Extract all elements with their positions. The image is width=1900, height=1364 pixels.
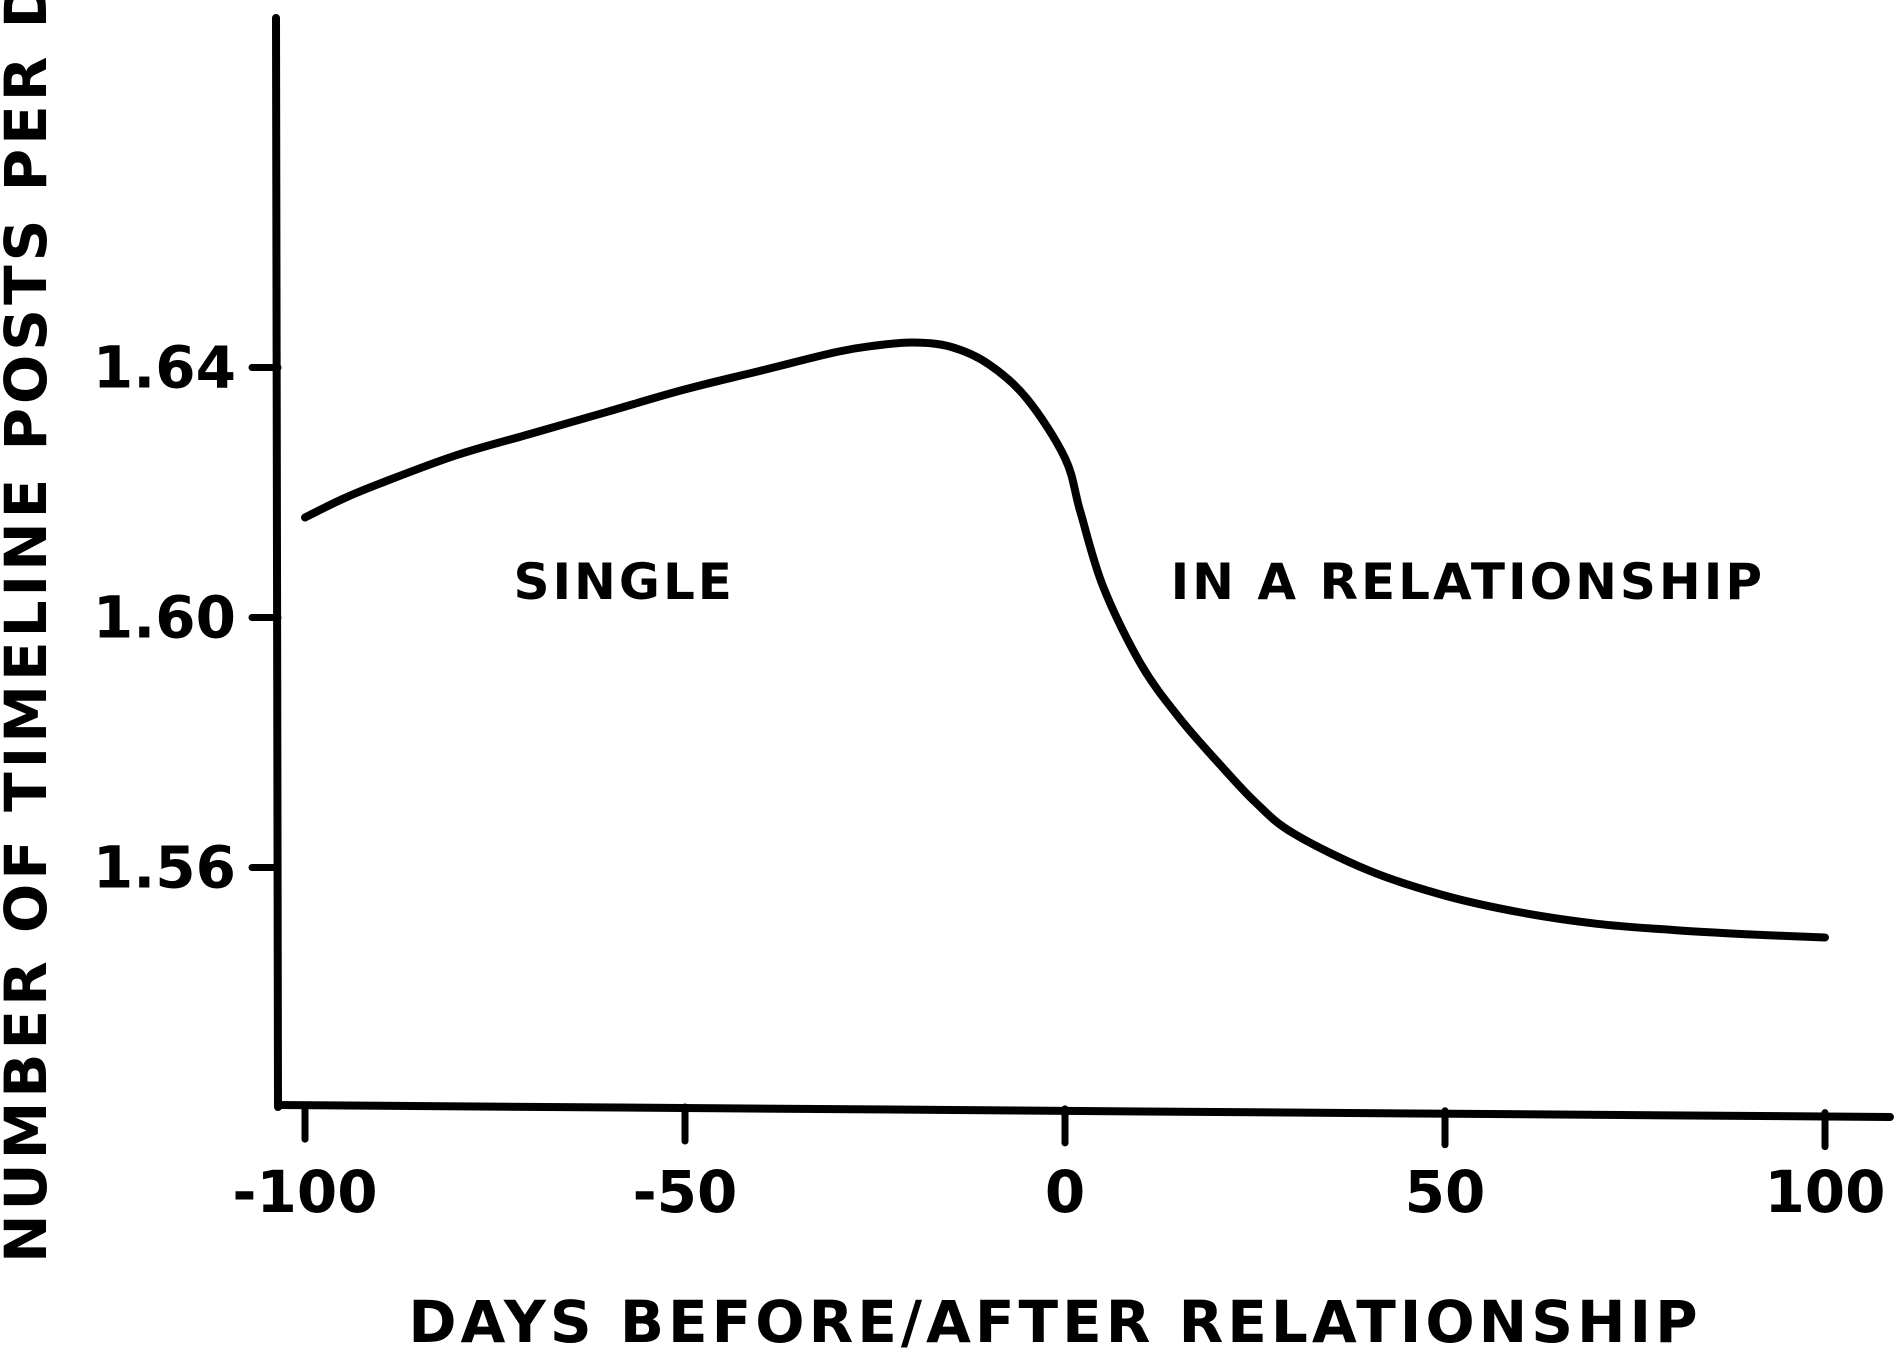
x-tick-label: -100 — [232, 1158, 377, 1226]
y-tick-label: 1.60 — [93, 584, 236, 652]
y-axis-title: NUMBER OF TIMELINE POSTS PER DAY — [0, 0, 60, 1263]
x-tick-label: -50 — [633, 1158, 738, 1226]
x-tick-label: 0 — [1045, 1158, 1085, 1226]
series-layer — [301, 338, 1829, 942]
annotation-layer: SINGLE IN A RELATIONSHIP — [513, 553, 1765, 611]
y-tick-label: 1.56 — [93, 834, 236, 902]
x-tick-label: 100 — [1764, 1158, 1885, 1226]
y-tick-label: 1.64 — [93, 334, 236, 402]
x-axis: -100 -50 0 50 100 — [232, 1101, 1894, 1226]
x-axis-line — [274, 1101, 1894, 1121]
region-label: SINGLE — [513, 553, 735, 611]
y-axis: 1.56 1.60 1.64 — [93, 14, 282, 1111]
y-axis-line — [272, 14, 282, 1111]
x-axis-title: DAYS BEFORE/AFTER RELATIONSHIP — [408, 1288, 1701, 1356]
region-label: IN A RELATIONSHIP — [1171, 553, 1765, 611]
x-tick-label: 50 — [1405, 1158, 1486, 1226]
series-line — [301, 338, 1829, 942]
